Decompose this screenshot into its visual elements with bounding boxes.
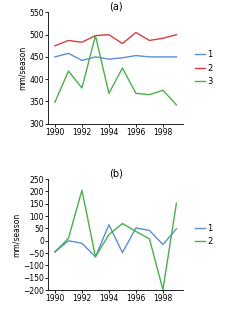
Legend: 1, 2, 3: 1, 2, 3 xyxy=(191,47,216,89)
Y-axis label: mm/season: mm/season xyxy=(11,212,20,257)
Title: (a): (a) xyxy=(109,2,122,12)
Y-axis label: mm/season: mm/season xyxy=(18,46,27,90)
Title: (b): (b) xyxy=(109,168,123,178)
Legend: 1, 2: 1, 2 xyxy=(191,220,216,249)
